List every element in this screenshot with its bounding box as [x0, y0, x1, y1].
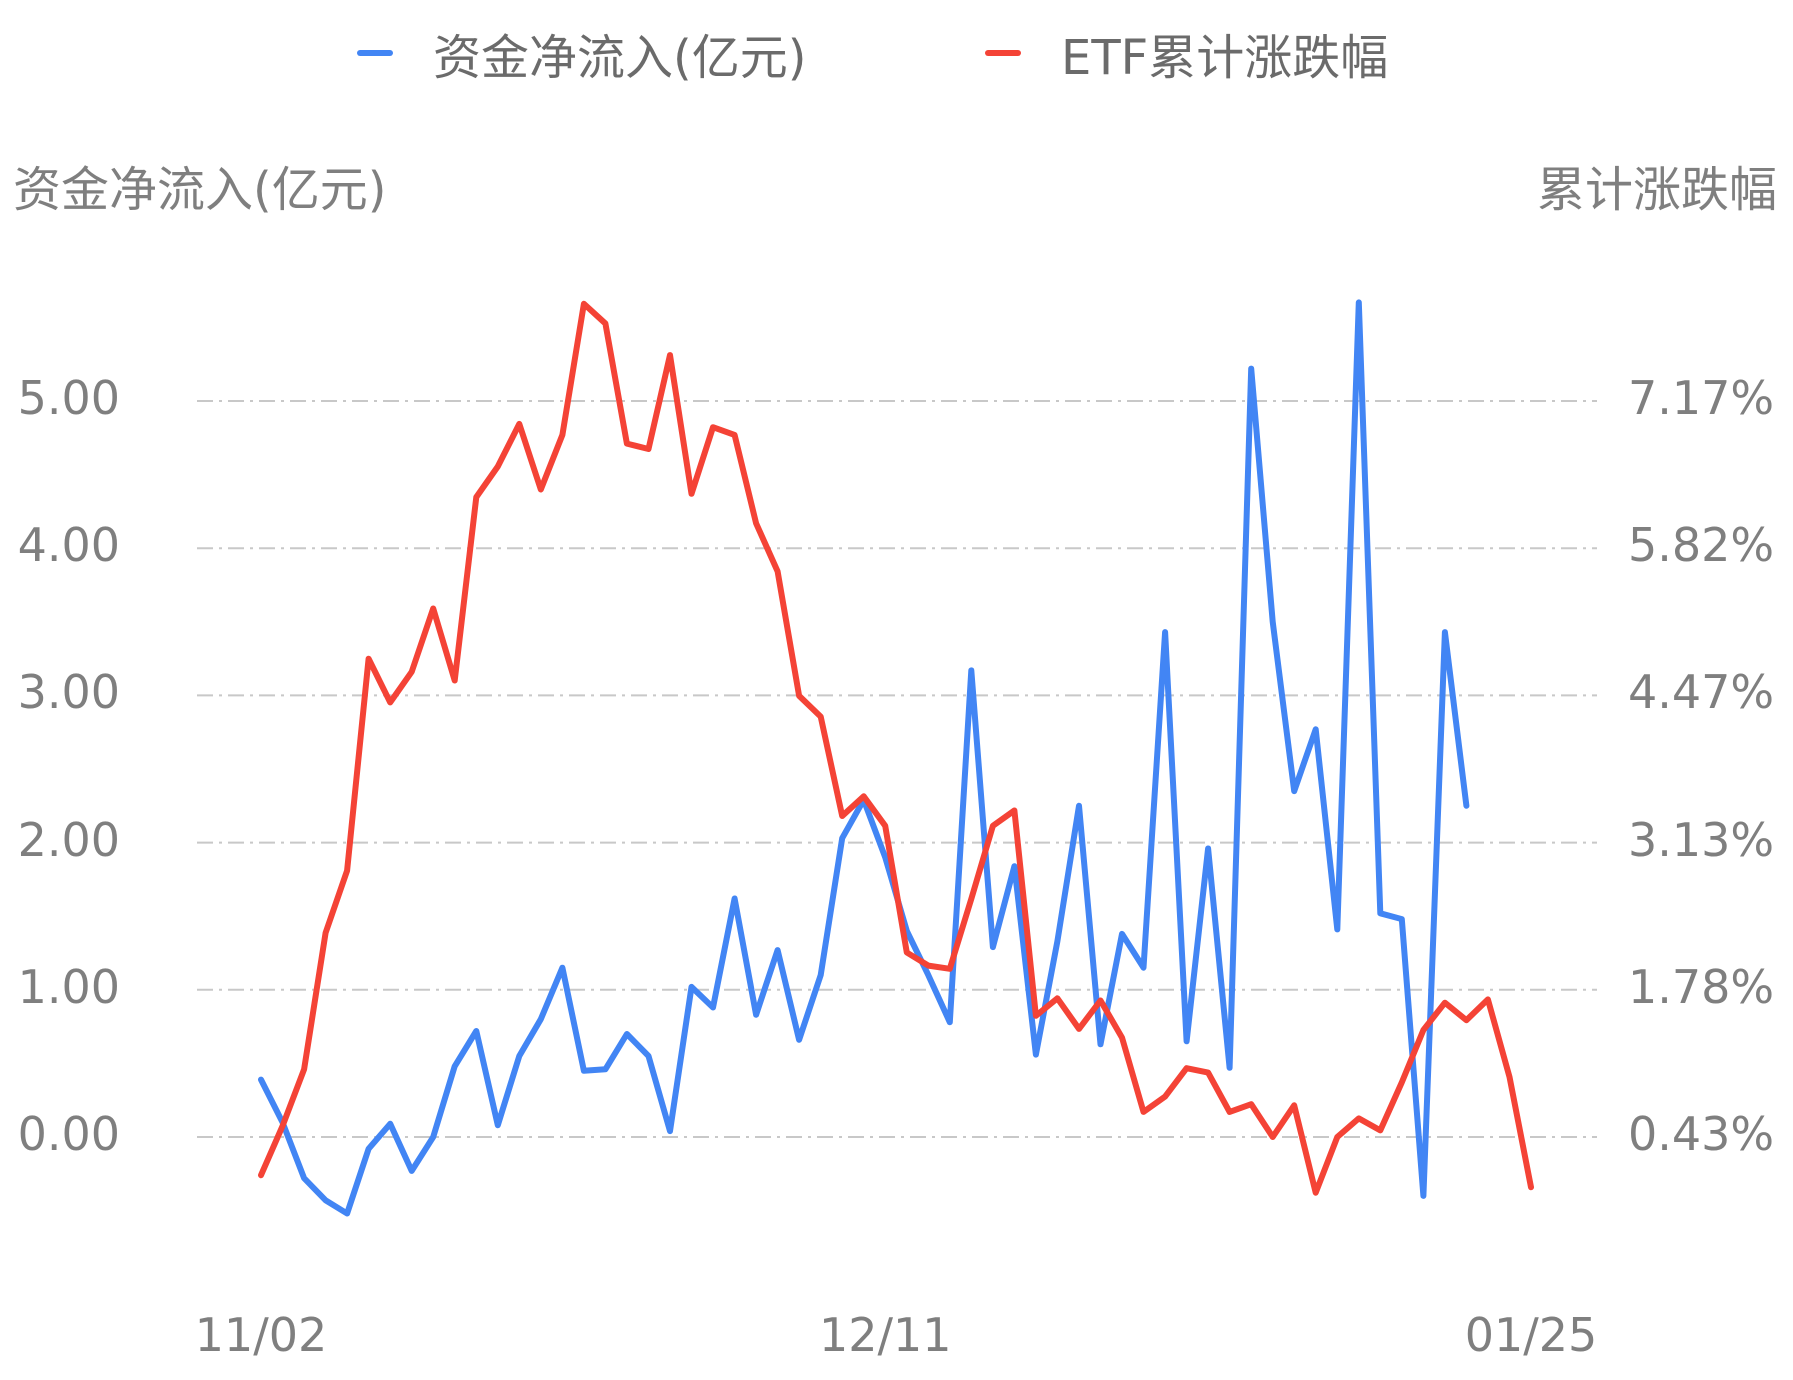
right-axis-tick-label: 0.43%	[1628, 1107, 1775, 1161]
x-axis-tick-label: 01/25	[1464, 1308, 1598, 1362]
left-axis-title: 资金净流入(亿元)	[13, 162, 387, 218]
left-axis-tick-label: 2.00	[17, 812, 120, 867]
legend-swatch-blue-icon	[357, 50, 393, 56]
legend-item-etf-return[interactable]: ETF累计涨跌幅	[985, 18, 1388, 88]
right-axis-tick-label: 5.82%	[1628, 518, 1775, 573]
left-axis-tick-label: 5.00	[17, 371, 120, 425]
right-axis-tick-label: 4.47%	[1628, 665, 1775, 720]
series-line-net-inflow[interactable]	[258, 299, 1470, 1217]
right-axis-title: 累计涨跌幅	[1536, 162, 1777, 218]
legend-label-net-inflow: 资金净流入(亿元)	[433, 30, 807, 86]
left-axis-tick-label: 4.00	[17, 518, 120, 573]
legend-swatch-red-icon	[985, 50, 1021, 56]
right-axis-tick-label: 7.17%	[1628, 371, 1775, 425]
chart-legend: 资金净流入(亿元) ETF累计涨跌幅	[0, 18, 1793, 88]
left-axis-tick-label: 1.00	[17, 959, 120, 1014]
x-axis-tick-label: 11/02	[194, 1308, 328, 1362]
gridlines	[197, 400, 1597, 1138]
x-axis-tick-label: 12/11	[818, 1308, 952, 1362]
right-axis-tick-label: 3.13%	[1628, 812, 1775, 867]
series-line-etf-return[interactable]	[258, 300, 1534, 1196]
right-axis-tick-label: 1.78%	[1628, 959, 1775, 1014]
legend-item-net-inflow[interactable]: 资金净流入(亿元)	[357, 18, 806, 88]
legend-label-etf-return: ETF累计涨跌幅	[1061, 30, 1389, 86]
left-axis-tick-label: 3.00	[17, 665, 120, 720]
left-axis-tick-label: 0.00	[17, 1107, 120, 1161]
